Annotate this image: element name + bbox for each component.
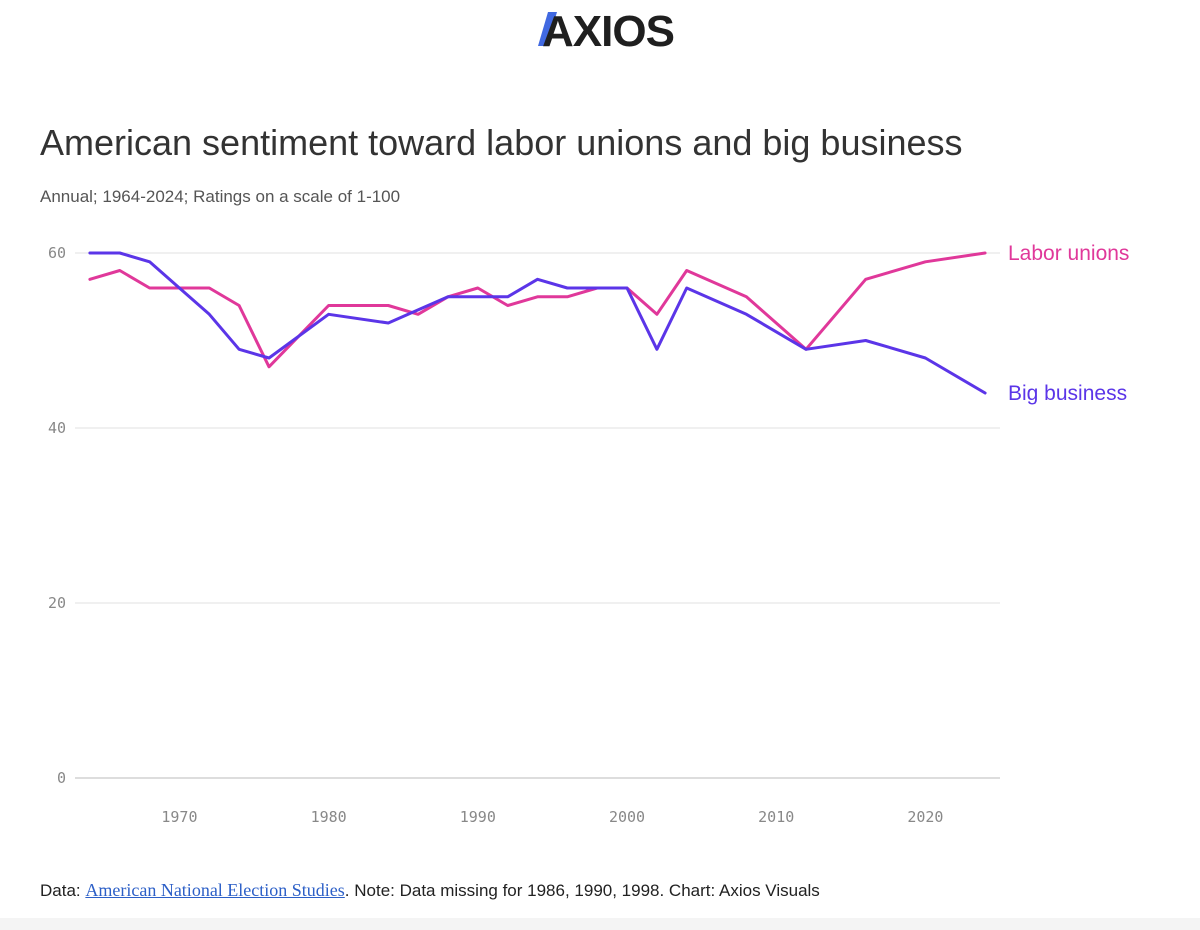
x-tick-label-2010: 2010 [758, 808, 794, 826]
y-tick-label-20: 20 [48, 594, 66, 612]
x-tick-label-1970: 1970 [161, 808, 197, 826]
footer-prefix: Data: [40, 881, 86, 900]
series-line-labor-unions [88, 251, 987, 369]
line-chart: 0 20 40 60 1970 1980 1990 2000 2010 2020 Labor uni… [48, 242, 1130, 826]
series-line-big-business [88, 251, 987, 395]
source-link[interactable]: American National Election Studies [85, 880, 345, 900]
y-tick-label-60: 60 [48, 244, 66, 262]
axios-logo: AXIOS [538, 7, 675, 56]
chart-subtitle: Annual; 1964-2024; Ratings on a scale of… [40, 187, 401, 206]
x-tick-label-1980: 1980 [311, 808, 347, 826]
page-bottom-strip [0, 918, 1200, 930]
y-tick-label-0: 0 [57, 769, 66, 787]
x-tick-label-1990: 1990 [460, 808, 496, 826]
y-tick-label-40: 40 [48, 419, 66, 437]
logo-text: AXIOS [542, 7, 674, 56]
footer-note: . Note: Data missing for 1986, 1990, 199… [344, 881, 820, 900]
x-tick-label-2000: 2000 [609, 808, 645, 826]
logo-accent-stroke [538, 12, 557, 46]
chart-title: American sentiment toward labor unions a… [40, 122, 963, 163]
chart-footer: Data: American National Election Studies… [40, 880, 820, 901]
x-tick-label-2020: 2020 [907, 808, 943, 826]
series-label-big-business: Big business [1008, 382, 1127, 405]
series-label-labor-unions: Labor unions [1008, 242, 1129, 265]
